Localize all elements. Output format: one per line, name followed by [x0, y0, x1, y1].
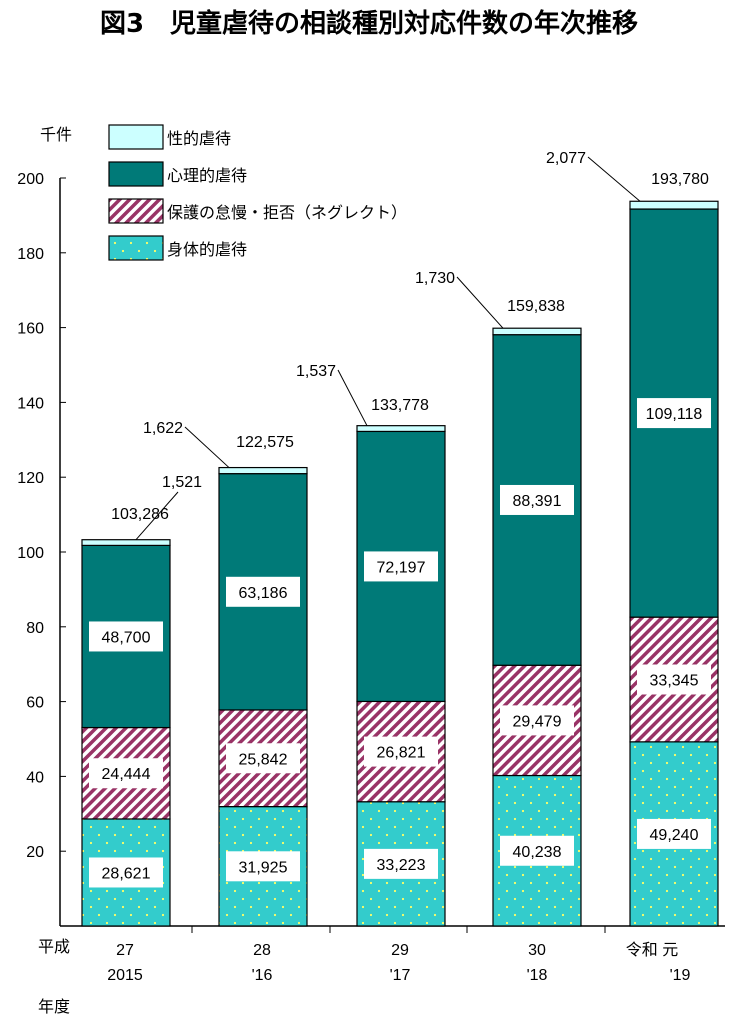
x-category-label: 令和 元 [626, 941, 678, 959]
data-label-box [500, 835, 574, 866]
data-label: 33,345 [650, 672, 699, 689]
data-label-box [364, 736, 438, 767]
data-label-box [364, 551, 438, 582]
bar-segment [81, 539, 171, 546]
sexual-abuse-label: 2,077 [546, 150, 586, 167]
data-label: 26,821 [377, 745, 426, 762]
leader-line [337, 369, 368, 426]
data-label: 88,391 [513, 493, 562, 510]
data-label-box [89, 758, 163, 789]
data-label: 49,240 [650, 827, 699, 844]
data-label: 28,621 [102, 865, 151, 882]
x-axis-label: 年度 [38, 997, 70, 1016]
y-tick-label: 160 [17, 321, 44, 338]
y-tick-label: 180 [17, 246, 44, 263]
leader-line [587, 156, 641, 202]
legend-swatch [108, 124, 164, 150]
data-label-box [89, 621, 163, 652]
y-tick-label: 200 [17, 171, 44, 188]
sexual-abuse-label: 1,730 [415, 270, 455, 287]
data-label: 25,842 [239, 751, 288, 768]
data-label-box [500, 705, 574, 736]
total-label: 159,838 [507, 298, 565, 315]
y-tick-label: 140 [17, 395, 44, 412]
y-tick-label: 20 [26, 844, 44, 861]
legend-label: 身体的虐待 [167, 240, 247, 259]
x-category-label: 28 [253, 942, 271, 959]
data-label: 33,223 [377, 857, 426, 874]
x-year-label: '16 [252, 967, 273, 984]
bar-segment [356, 425, 446, 433]
era-label: 平成 [38, 937, 70, 956]
total-label: 122,575 [236, 434, 294, 451]
y-tick-label: 60 [26, 695, 44, 712]
data-label-box [89, 857, 163, 888]
data-label-box [226, 576, 300, 607]
total-label: 103,286 [111, 506, 169, 523]
y-tick-label: 80 [26, 620, 44, 637]
data-label-box [226, 851, 300, 882]
data-label-box [637, 664, 711, 695]
data-label: 31,925 [239, 859, 288, 876]
data-label-box [500, 484, 574, 515]
y-tick-label: 40 [26, 769, 44, 786]
data-label: 109,118 [646, 406, 703, 423]
data-label: 24,444 [102, 766, 151, 783]
x-year-label: '19 [670, 967, 691, 984]
data-label-box [637, 398, 711, 429]
data-label: 40,238 [513, 844, 562, 861]
legend-label: 保護の怠慢・拒否（ネグレクト） [167, 203, 407, 222]
x-year-label: 2015 [107, 967, 143, 984]
sexual-abuse-label: 1,622 [143, 420, 183, 437]
leader-line [456, 276, 504, 329]
bar-segment [492, 327, 582, 336]
bar-segment [629, 200, 719, 210]
data-label: 29,479 [513, 713, 562, 730]
bar-segment [218, 466, 308, 475]
x-year-label: '17 [390, 967, 411, 984]
data-label: 72,197 [377, 559, 426, 576]
chart-title: 図3 児童虐待の相談種別対応件数の年次推移 [100, 8, 638, 39]
x-category-label: 30 [528, 942, 546, 959]
legend-label: 性的虐待 [167, 129, 231, 148]
legend-swatch [108, 235, 164, 261]
leader-line [184, 426, 230, 468]
data-label-box [364, 848, 438, 879]
sexual-abuse-label: 1,537 [296, 363, 336, 380]
sexual-abuse-label: 1,521 [162, 474, 202, 491]
y-tick-label: 100 [17, 545, 44, 562]
leader-line [135, 491, 179, 541]
y-axis-unit: 千件 [40, 125, 72, 144]
data-label: 63,186 [239, 585, 288, 602]
legend-swatch [108, 161, 164, 187]
data-label-box [637, 818, 711, 849]
data-label-box [226, 743, 300, 774]
y-tick-label: 120 [17, 470, 44, 487]
x-year-label: '18 [527, 967, 548, 984]
x-category-label: 29 [391, 942, 409, 959]
total-label: 193,780 [651, 171, 709, 188]
total-label: 133,778 [371, 397, 429, 414]
x-category-label: 27 [116, 942, 134, 959]
legend-label: 心理的虐待 [167, 166, 247, 185]
data-label: 48,700 [102, 629, 151, 646]
legend-swatch [108, 198, 164, 224]
